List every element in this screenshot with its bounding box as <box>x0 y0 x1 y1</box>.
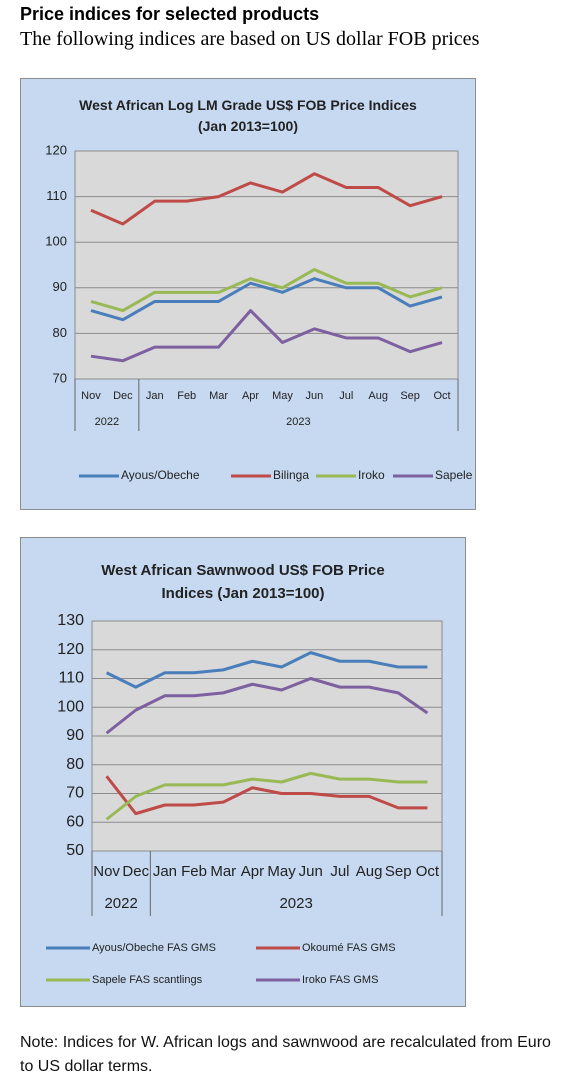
x-tick-label: Jul <box>339 390 353 402</box>
x-tick-label: Aug <box>368 390 388 402</box>
group-label: 2022 <box>95 416 119 428</box>
series-line <box>90 172 443 226</box>
group-label: 2022 <box>104 895 137 912</box>
y-tick-label: 100 <box>45 234 67 249</box>
y-tick-label: 130 <box>57 612 84 629</box>
y-tick-label: 110 <box>46 188 67 203</box>
legend-label: Ayous/Obeche FAS GMS <box>92 942 216 954</box>
chart-title: West African Log LM Grade US$ FOB Price … <box>79 97 417 134</box>
x-tick-label: Oct <box>416 863 440 880</box>
x-tick-label: May <box>272 390 293 402</box>
y-tick-label: 80 <box>53 325 67 340</box>
y-tick-label: 70 <box>53 370 67 385</box>
plot-area <box>74 150 459 380</box>
x-tick-label: Nov <box>81 390 101 402</box>
series-line <box>105 651 428 689</box>
series-line <box>105 775 428 816</box>
chart-svg: 70 80 90 100 110 120 Nov Dec Jan Feb Mar Apr May Jun J… <box>45 142 473 482</box>
x-tick-label: Feb <box>177 390 196 402</box>
y-tick-label: 50 <box>66 842 84 859</box>
x-tick-label: Apr <box>242 390 259 402</box>
x-tick-label: Aug <box>356 863 383 880</box>
x-tick-label: Jun <box>306 390 324 402</box>
group-label: 2023 <box>279 895 312 912</box>
x-tick-label: May <box>267 863 296 880</box>
page-subtitle: The following indices are based on US do… <box>20 28 480 50</box>
x-tick-label: Dec <box>122 863 149 880</box>
x-tick-label: Jan <box>153 863 177 880</box>
x-tick-label: Sep <box>400 390 420 402</box>
chart-title: West African Sawnwood US$ FOB Price Indi… <box>101 562 385 602</box>
chart: 50 60 70 80 90 100 110 120 130 Nov Dec Jan Feb Mar Apr… <box>20 537 466 1007</box>
chart: 70 80 90 100 110 120 Nov Dec Jan Feb Mar Apr May Jun J… <box>20 78 476 510</box>
y-tick-label: 120 <box>57 641 84 658</box>
x-tick-label: Oct <box>433 390 450 402</box>
y-tick-label: 80 <box>66 756 84 773</box>
y-tick-label: 70 <box>66 785 84 802</box>
legend-label: Ayous/Obeche <box>121 468 200 482</box>
page-title: Price indices for selected products <box>20 4 320 24</box>
series-line <box>90 268 443 313</box>
x-tick-label: Dec <box>113 390 133 402</box>
x-tick-label: Sep <box>385 863 412 880</box>
legend-label: Iroko FAS GMS <box>302 974 378 986</box>
series-line <box>105 771 428 821</box>
group-label: 2023 <box>286 416 310 428</box>
y-tick-label: 60 <box>66 813 84 830</box>
series-line <box>90 277 443 322</box>
y-tick-label: 90 <box>66 727 84 744</box>
chart-svg: 50 60 70 80 90 100 110 120 130 Nov Dec Jan Feb Mar Apr… <box>46 612 443 986</box>
x-tick-label: Jul <box>330 863 349 880</box>
y-tick-label: 90 <box>53 279 67 294</box>
legend-label: Sapele FAS scantlings <box>92 974 203 986</box>
legend-label: Sapele <box>435 468 473 482</box>
x-tick-label: Jan <box>146 390 164 402</box>
note: Note: Indices for W. African logs and sa… <box>20 1034 551 1075</box>
x-tick-label: Nov <box>93 863 120 880</box>
legend-label: Okoumé FAS GMS <box>302 942 396 954</box>
y-tick-label: 110 <box>58 670 84 687</box>
x-tick-label: Mar <box>210 863 236 880</box>
series-line <box>90 309 443 363</box>
y-tick-label: 100 <box>57 698 84 715</box>
series-line <box>105 677 429 735</box>
x-tick-label: Apr <box>241 863 264 880</box>
y-tick-label: 120 <box>45 142 67 157</box>
legend-label: Iroko <box>358 468 385 482</box>
x-tick-label: Feb <box>181 863 207 880</box>
x-tick-label: Mar <box>209 390 228 402</box>
legend-label: Bilinga <box>273 468 309 482</box>
x-tick-label: Jun <box>299 863 323 880</box>
